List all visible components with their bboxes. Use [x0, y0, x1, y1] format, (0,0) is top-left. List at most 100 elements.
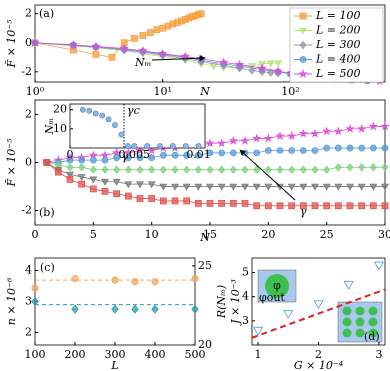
marker	[99, 112, 106, 119]
y2-axis-label: R(Nₘ)	[215, 285, 228, 319]
x-tick-label: 25	[320, 228, 334, 241]
legend-marker	[299, 27, 307, 35]
y-tick-label: 0	[25, 156, 32, 169]
legend-label: L = 400	[315, 53, 361, 66]
marker	[276, 165, 284, 174]
marker	[240, 135, 250, 145]
marker	[86, 107, 93, 114]
vline-label: γc	[127, 104, 140, 117]
x-tick-label: 3	[375, 348, 382, 361]
marker	[298, 128, 309, 138]
marker	[194, 199, 202, 207]
marker	[31, 284, 39, 292]
marker	[78, 156, 86, 164]
marker	[79, 106, 86, 113]
marker	[264, 147, 272, 154]
legend-label: L = 100	[315, 9, 361, 22]
marker	[299, 165, 307, 174]
marker	[130, 35, 138, 42]
marker	[334, 163, 342, 172]
marker	[151, 278, 159, 286]
marker	[158, 48, 168, 58]
marker	[357, 183, 366, 191]
marker	[311, 147, 319, 154]
marker	[368, 121, 379, 131]
marker	[169, 143, 176, 149]
marker	[136, 181, 144, 189]
y-tick-label: 5	[242, 266, 249, 279]
x-tick-label: 10¹	[154, 85, 172, 98]
marker	[206, 165, 214, 174]
marker	[124, 143, 131, 149]
marker	[124, 154, 132, 162]
marker	[334, 202, 342, 210]
inset-label: φout	[259, 291, 285, 304]
marker	[139, 32, 147, 39]
marker	[182, 143, 189, 149]
marker	[218, 57, 229, 67]
x-axis-label: L	[110, 359, 118, 371]
marker	[136, 154, 144, 162]
series-line	[46, 162, 385, 207]
marker	[311, 183, 319, 191]
marker	[253, 202, 261, 210]
marker	[43, 159, 51, 166]
marker	[241, 199, 249, 207]
marker	[159, 151, 167, 159]
marker	[381, 183, 389, 191]
marker	[159, 183, 168, 191]
marker	[131, 304, 139, 314]
y-tick-label: 2	[25, 7, 32, 20]
marker	[252, 183, 261, 191]
marker	[159, 165, 167, 174]
x-tick-label: 10²	[281, 85, 299, 98]
marker	[346, 202, 354, 210]
x-axis-label: N	[199, 231, 210, 244]
y-tick-label: 3	[242, 314, 249, 327]
marker	[89, 156, 97, 164]
marker	[252, 326, 264, 336]
series-line	[46, 162, 385, 187]
panel-label: (a)	[39, 7, 54, 20]
marker	[299, 183, 308, 191]
marker	[229, 199, 237, 207]
marker	[148, 154, 156, 162]
y-tick-label: 4	[25, 263, 32, 276]
marker	[311, 202, 319, 210]
marker	[112, 178, 121, 186]
marker	[253, 149, 261, 157]
marker	[135, 145, 145, 155]
marker	[71, 274, 79, 283]
legend-label: L = 300	[315, 38, 361, 51]
y-axis-label: F̃ × 10⁻⁵	[5, 19, 18, 69]
annotation: γ	[300, 205, 307, 218]
marker	[183, 197, 191, 205]
y-tick-label: -2	[21, 204, 32, 217]
marker	[194, 183, 203, 191]
marker	[321, 126, 332, 136]
marker	[30, 37, 40, 47]
x-axis-label: N	[199, 85, 210, 98]
marker	[118, 131, 125, 138]
legend-marker	[299, 56, 307, 63]
x-tick-label: 1	[255, 348, 262, 361]
marker	[346, 163, 354, 172]
marker	[333, 126, 344, 136]
x-tick-label: 30	[378, 228, 390, 241]
marker	[228, 135, 239, 145]
marker	[274, 60, 283, 68]
marker	[113, 165, 121, 174]
marker	[171, 151, 179, 159]
d-inset-1	[257, 269, 297, 303]
marker	[206, 199, 214, 207]
marker	[273, 66, 283, 76]
marker	[283, 309, 294, 319]
marker	[100, 150, 110, 160]
marker	[381, 202, 389, 210]
marker	[276, 202, 284, 210]
marker	[157, 143, 163, 149]
marker	[358, 163, 366, 172]
y-tick-label: 2	[25, 326, 32, 339]
marker	[101, 178, 109, 186]
marker	[101, 187, 109, 195]
